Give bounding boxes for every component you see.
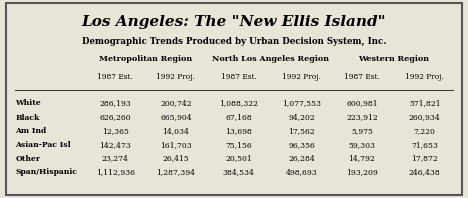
Text: Western Region: Western Region: [358, 55, 429, 63]
Text: 1992 Proj.: 1992 Proj.: [282, 73, 321, 81]
Text: 246,438: 246,438: [409, 168, 440, 176]
Text: 260,934: 260,934: [409, 114, 440, 122]
Text: 665,904: 665,904: [160, 114, 192, 122]
Text: 1,077,553: 1,077,553: [282, 99, 321, 107]
Text: 1992 Proj.: 1992 Proj.: [405, 73, 444, 81]
Text: 1,287,394: 1,287,394: [156, 168, 195, 176]
Text: 7,220: 7,220: [414, 127, 436, 135]
Text: Metropolitan Region: Metropolitan Region: [99, 55, 192, 63]
Text: 142,473: 142,473: [100, 141, 131, 149]
Text: Span/Hispanic: Span/Hispanic: [15, 168, 77, 176]
Text: 193,209: 193,209: [346, 168, 378, 176]
Text: 600,981: 600,981: [346, 99, 378, 107]
Text: 67,168: 67,168: [225, 114, 252, 122]
Text: 1,112,936: 1,112,936: [96, 168, 135, 176]
Text: 1,088,322: 1,088,322: [219, 99, 258, 107]
Text: 1992 Proj.: 1992 Proj.: [156, 73, 195, 81]
Text: 75,156: 75,156: [225, 141, 252, 149]
Text: 23,274: 23,274: [102, 155, 129, 163]
FancyBboxPatch shape: [6, 3, 462, 195]
Text: Other: Other: [15, 155, 40, 163]
Text: Am Ind: Am Ind: [15, 127, 47, 135]
Text: White: White: [15, 99, 41, 107]
Text: 286,193: 286,193: [100, 99, 131, 107]
Text: 59,303: 59,303: [349, 141, 375, 149]
Text: 96,356: 96,356: [288, 141, 315, 149]
Text: 13,698: 13,698: [225, 127, 252, 135]
Text: 14,792: 14,792: [349, 155, 375, 163]
Text: 26,415: 26,415: [162, 155, 189, 163]
Text: 1987 Est.: 1987 Est.: [221, 73, 256, 81]
Text: 571,821: 571,821: [409, 99, 440, 107]
Text: 161,703: 161,703: [160, 141, 192, 149]
Text: Demographic Trends Produced by Urban Decision System, Inc.: Demographic Trends Produced by Urban Dec…: [82, 36, 386, 46]
Text: 223,912: 223,912: [346, 114, 378, 122]
Text: 1987 Est.: 1987 Est.: [344, 73, 380, 81]
Text: 498,693: 498,693: [285, 168, 317, 176]
Text: North Los Angeles Region: North Los Angeles Region: [212, 55, 329, 63]
Text: 14,034: 14,034: [162, 127, 189, 135]
Text: Black: Black: [15, 114, 40, 122]
Text: 20,501: 20,501: [225, 155, 252, 163]
Text: 1987 Est.: 1987 Est.: [97, 73, 133, 81]
Text: 26,284: 26,284: [288, 155, 315, 163]
Text: 5,975: 5,975: [351, 127, 373, 135]
Text: 626,260: 626,260: [100, 114, 131, 122]
Text: 17,872: 17,872: [411, 155, 438, 163]
Text: Asian-Pac Isl: Asian-Pac Isl: [15, 141, 71, 149]
Text: Los Angeles: The "New Ellis Island": Los Angeles: The "New Ellis Island": [82, 15, 386, 29]
Text: 200,742: 200,742: [160, 99, 192, 107]
Text: 17,562: 17,562: [288, 127, 315, 135]
Text: 12,365: 12,365: [102, 127, 129, 135]
Text: 384,534: 384,534: [223, 168, 255, 176]
Text: 94,202: 94,202: [288, 114, 315, 122]
Text: 71,653: 71,653: [411, 141, 438, 149]
